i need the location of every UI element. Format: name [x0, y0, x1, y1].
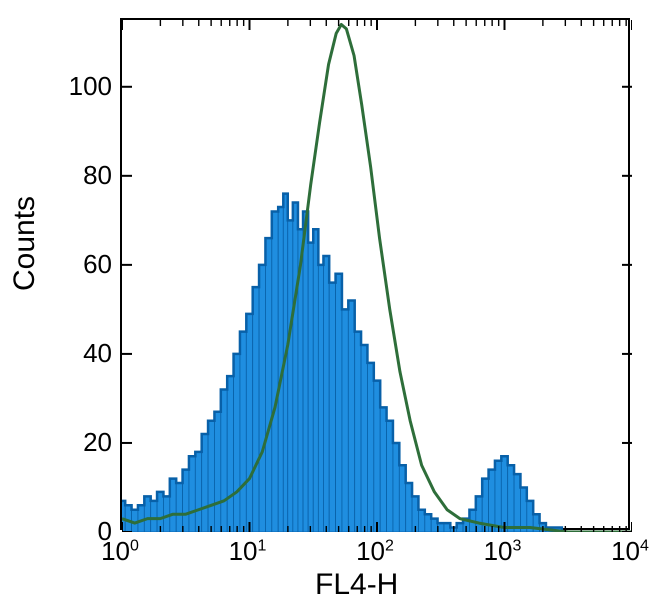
y-axis-label: Counts [8, 261, 42, 291]
x-tick: 104 [602, 536, 650, 567]
filled-histogram [122, 194, 562, 532]
y-tick: 100 [60, 71, 112, 102]
x-tick: 103 [475, 536, 531, 567]
y-tick: 40 [60, 338, 112, 369]
x-tick: 102 [347, 536, 403, 567]
y-tick: 60 [60, 249, 112, 280]
x-tick: 101 [220, 536, 276, 567]
y-tick: 80 [60, 160, 112, 191]
x-axis-label: FL4-H [315, 568, 398, 602]
plot-svg [122, 20, 632, 532]
x-tick: 100 [92, 536, 148, 567]
y-tick: 20 [60, 427, 112, 458]
flow-cytometry-histogram: Counts FL4-H 020406080100 10010110210310… [0, 0, 650, 615]
plot-area [120, 18, 630, 530]
